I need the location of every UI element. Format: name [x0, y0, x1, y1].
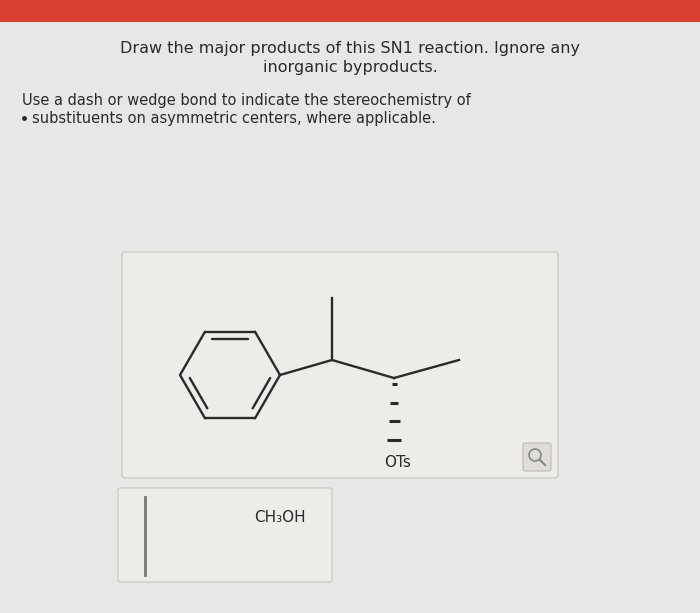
Text: Draw the major products of this SN1 reaction. Ignore any: Draw the major products of this SN1 reac… — [120, 40, 580, 56]
Bar — [0, 0, 700, 22]
Text: inorganic byproducts.: inorganic byproducts. — [262, 59, 438, 75]
FancyBboxPatch shape — [523, 443, 551, 471]
Text: OTs: OTs — [384, 454, 412, 470]
FancyBboxPatch shape — [118, 488, 332, 582]
Text: substituents on asymmetric centers, where applicable.: substituents on asymmetric centers, wher… — [32, 110, 436, 126]
FancyBboxPatch shape — [122, 252, 558, 478]
Text: CH₃OH: CH₃OH — [254, 509, 306, 525]
Text: Use a dash or wedge bond to indicate the stereochemistry of: Use a dash or wedge bond to indicate the… — [22, 93, 470, 107]
